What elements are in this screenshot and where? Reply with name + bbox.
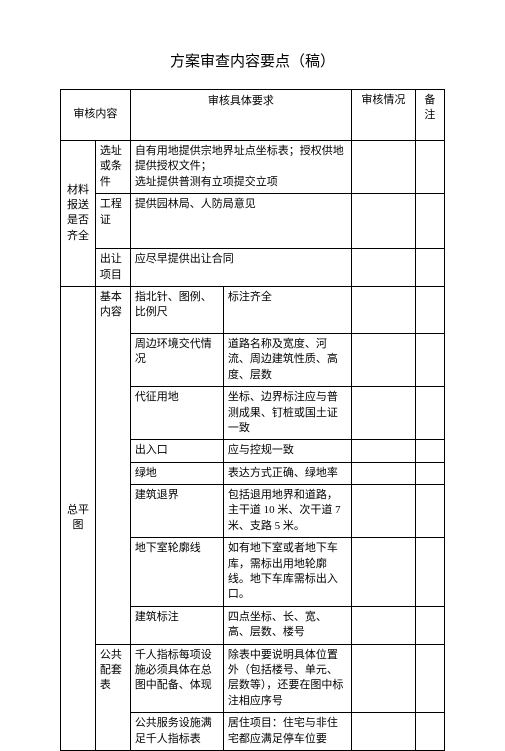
hdr-content: 审核内容 [61,90,131,141]
s2-g1-r7-c1: 地下室轮廓线 [130,538,223,607]
s1-r2: 工程证 提供园林局、人防局意见 [61,194,445,249]
page-title: 方案审查内容要点（稿） [60,50,445,71]
s2-g1-r7-c2: 如有地下室或者地下车库，需标出用地轮廓线。地下车库需标出入口。 [223,538,351,607]
s2-g2-r2-c1: 公共服务设施满足千人指标表 [130,713,223,751]
s1-r2-note [415,194,444,249]
s2-g1-r1-c2: 标注齐全 [223,286,351,333]
s1-r2-sub: 工程证 [95,194,130,249]
s1-r1-note [415,141,444,194]
s2-g1-r6-c1: 建筑退界 [130,485,223,538]
s2-g1-r1: 总平图 基本内容 指北针、图例、比例尺 标注齐全 [61,286,445,333]
s1-r3-note [415,249,444,287]
s2-g2-r1-c2: 除表中要说明具体位置外（包括楼号、单元、层数等），还要在图中标注相应序号 [223,644,351,713]
s2-g1-r4-c1: 出入口 [130,440,223,462]
s1-label: 材料报送是否齐全 [61,141,96,287]
s1-r2-status [351,194,415,249]
s2-g1-r2-c2: 道路名称及宽度、河流、周边建筑性质、高度、层数 [223,333,351,386]
s2-g1-r5-c2: 表达方式正确、绿地率 [223,462,351,484]
s2-g2-r1: 公共配套表 千人指标每项设施必须具体在总图中配备、体现 除表中要说明具体位置外（… [61,644,445,713]
s2-g1-sub: 基本内容 [95,286,130,644]
s2-g1-r2-c1: 周边环境交代情况 [130,333,223,386]
review-table: 审核内容 审核具体要求 审核情况 备注 材料报送是否齐全 选址或条件 自有用地提… [60,89,445,751]
s2-g1-r8-c2: 四点坐标、长、宽、高、层数、楼号 [223,606,351,644]
s2-g2-r2-c2: 居住项目：住宅与非住宅都应满足停车位要 [223,713,351,751]
s1-r3-status [351,249,415,287]
s1-r1-status [351,141,415,194]
s2-g2-r1-c1: 千人指标每项设施必须具体在总图中配备、体现 [130,644,223,713]
header-row: 审核内容 审核具体要求 审核情况 备注 [61,90,445,141]
s2-g1-r3-c1: 代征用地 [130,387,223,440]
s1-r1-req: 自有用地提供宗地界址点坐标表；授权供地提供授权文件； 选址提供普测有立项提交立项 [130,141,351,194]
hdr-status: 审核情况 [351,90,415,141]
s2-g2-sub: 公共配套表 [95,644,130,750]
s2-g1-r3-c2: 坐标、边界标注应与普测成果、钉桩或国土证一致 [223,387,351,440]
s2-g1-r8-c1: 建筑标注 [130,606,223,644]
s1-r2-req: 提供园林局、人防局意见 [130,194,351,249]
s2-g1-r4-c2: 应与控规一致 [223,440,351,462]
s1-r1: 材料报送是否齐全 选址或条件 自有用地提供宗地界址点坐标表；授权供地提供授权文件… [61,141,445,194]
document-page: 方案审查内容要点（稿） 审核内容 审核具体要求 审核情况 备注 材料报送是否齐全… [0,0,505,714]
hdr-req: 审核具体要求 [130,90,351,141]
s2-g1-r1-note [415,286,444,333]
s1-r3: 出让项目 应尽早提供出让合同 [61,249,445,287]
s2-g1-r6-c2: 包括退用地界和道路，主干道 10 米、次干道 7米、支路 5 米。 [223,485,351,538]
s1-r3-req: 应尽早提供出让合同 [130,249,351,287]
s2-g1-r1-c1: 指北针、图例、比例尺 [130,286,223,333]
hdr-note: 备注 [415,90,444,141]
s2-label: 总平图 [61,286,96,750]
s2-g1-r5-c1: 绿地 [130,462,223,484]
s1-r1-sub: 选址或条件 [95,141,130,194]
s2-g1-r1-status [351,286,415,333]
s1-r3-sub: 出让项目 [95,249,130,287]
